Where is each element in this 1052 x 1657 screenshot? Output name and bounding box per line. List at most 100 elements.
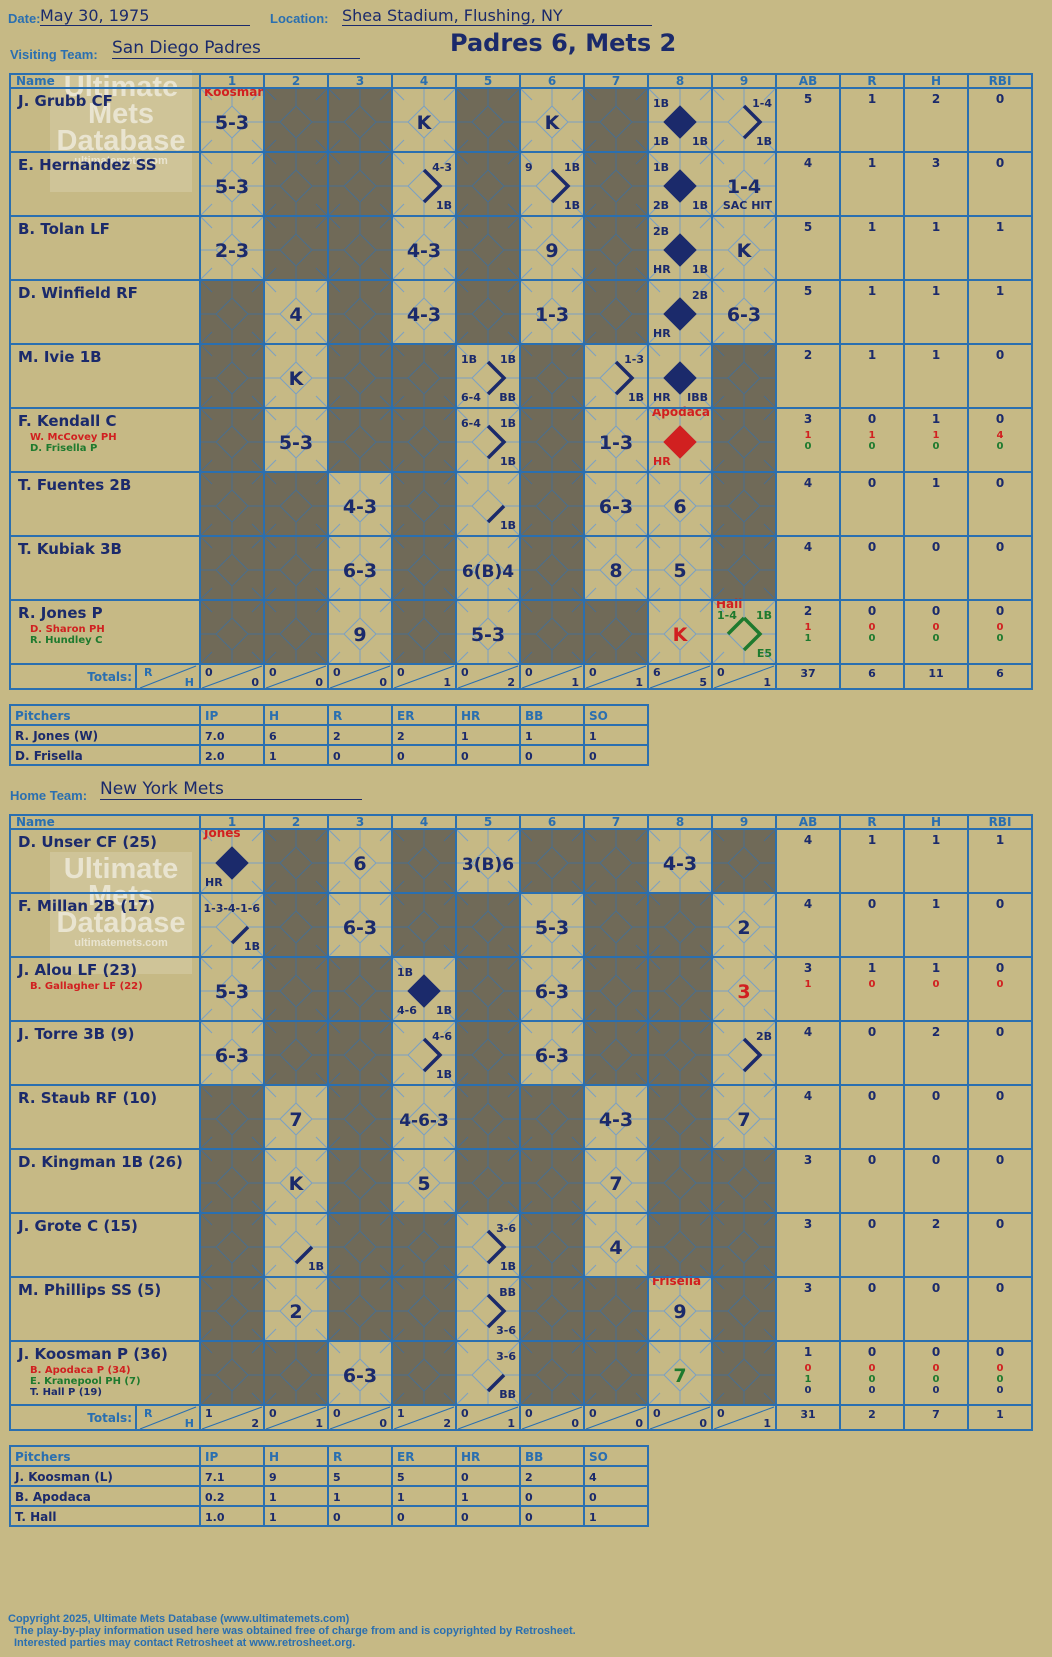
player-stat: 0 [869, 1374, 876, 1385]
base-diamond [535, 1166, 569, 1200]
base-diamond [471, 617, 505, 651]
base-diamond [343, 1230, 377, 1264]
base-diamond [279, 846, 313, 880]
pitcher-stat: 0 [589, 750, 597, 763]
play-result: 5-3 [471, 624, 505, 646]
play-result: K [289, 1173, 305, 1195]
base-diamond [663, 974, 697, 1008]
base-diamond [727, 233, 761, 267]
base-diamond [471, 489, 505, 523]
basepath-line [486, 1293, 507, 1329]
pitcher-column-header: IP [205, 1450, 218, 1464]
player-stat: 0 [933, 1385, 940, 1396]
base-diamond [727, 846, 761, 880]
player-stat: 4 [804, 476, 812, 490]
base-diamond [343, 910, 377, 944]
inning-header: 5 [484, 815, 492, 829]
player-stat: 0 [868, 897, 876, 911]
base-diamond [279, 910, 313, 944]
play-result: 7 [289, 1109, 302, 1131]
pitcher-column-header: Pitchers [15, 709, 71, 723]
base-diamond [343, 1358, 377, 1392]
player-stat: 0 [997, 979, 1004, 990]
play-result: 6(B)4 [462, 562, 514, 582]
player-stat: 1 [932, 412, 940, 426]
base-diamond [215, 425, 249, 459]
hits-label: H [185, 1417, 194, 1430]
basepath-line [422, 1037, 443, 1073]
player-name: M. Phillips SS (5) [18, 1281, 161, 1299]
pitcher-name: D. Frisella [15, 749, 83, 763]
inning-hits: 0 [571, 1417, 579, 1430]
inning-runs: 0 [589, 1407, 597, 1420]
player-name: R. Staub RF (10) [18, 1089, 157, 1107]
run-scored-diamond [663, 169, 697, 203]
run-scored-diamond [663, 105, 697, 139]
player-stat: 2 [932, 1025, 940, 1039]
play-result: 5 [417, 1173, 430, 1195]
player-stat: 0 [996, 1153, 1004, 1167]
player-name: D. Unser CF (25) [18, 833, 157, 851]
stat-header: RBI [989, 74, 1012, 88]
base-diamond [279, 489, 313, 523]
player-stat: 1 [996, 284, 1004, 298]
base-diamond [215, 105, 249, 139]
inning-hits: 1 [763, 1417, 771, 1430]
player-stat: 0 [869, 441, 876, 452]
play-note: 9 [525, 161, 533, 174]
play-note: 1B [500, 1260, 516, 1273]
base-diamond [215, 1038, 249, 1072]
play-result: 7 [737, 1109, 750, 1131]
pitcher-column-header: BB [525, 1450, 543, 1464]
total-stat: 6 [868, 667, 876, 680]
player-stat: 0 [996, 1217, 1004, 1231]
pitcher-stat: 1 [461, 1491, 469, 1504]
base-diamond [279, 233, 313, 267]
player-stat: 1 [805, 979, 812, 990]
inning-header: 4 [420, 815, 428, 829]
basepath-line [486, 1373, 506, 1393]
base-diamond [343, 361, 377, 395]
pitcher-stat: 2.0 [205, 750, 225, 763]
player-stat: 0 [933, 1363, 940, 1374]
pitcher-column-header: ER [397, 1450, 414, 1464]
play-note: HR [653, 455, 671, 468]
pitcher-stat: 1 [397, 1491, 405, 1504]
play-note: 2B [692, 289, 708, 302]
runs-label: R [144, 1407, 153, 1420]
hits-label: H [185, 676, 194, 689]
play-note: 1B [244, 940, 260, 953]
base-diamond [343, 105, 377, 139]
play-note: 1-3 [624, 353, 644, 366]
base-diamond [599, 846, 633, 880]
base-diamond [215, 233, 249, 267]
total-stat: 11 [928, 667, 943, 680]
pitcher-column-header: HR [461, 1450, 480, 1464]
inning-runs: 0 [717, 666, 725, 679]
inning-header: 8 [676, 815, 684, 829]
play-note: 1-4 [717, 609, 737, 622]
base-diamond [279, 1358, 313, 1392]
base-diamond [279, 425, 313, 459]
base-diamond [535, 974, 569, 1008]
substitute-name: R. Hundley C [30, 635, 102, 646]
player-stat: 4 [804, 897, 812, 911]
base-diamond [663, 553, 697, 587]
play-note: 1B [653, 161, 669, 174]
play-result: 5-3 [535, 917, 569, 939]
base-diamond [599, 1102, 633, 1136]
base-diamond [343, 233, 377, 267]
play-result: K [417, 112, 433, 134]
play-result: 3(B)6 [462, 855, 514, 875]
base-diamond [215, 1358, 249, 1392]
base-diamond [471, 553, 505, 587]
inning-runs: 0 [205, 666, 213, 679]
player-stat: 0 [868, 412, 876, 426]
home-team-label: Home Team: [10, 788, 88, 803]
player-stat: 3 [932, 156, 940, 170]
play-note: 1B [692, 263, 708, 276]
base-diamond [407, 1358, 441, 1392]
base-diamond [535, 233, 569, 267]
base-diamond [343, 425, 377, 459]
player-name: T. Fuentes 2B [18, 476, 131, 494]
